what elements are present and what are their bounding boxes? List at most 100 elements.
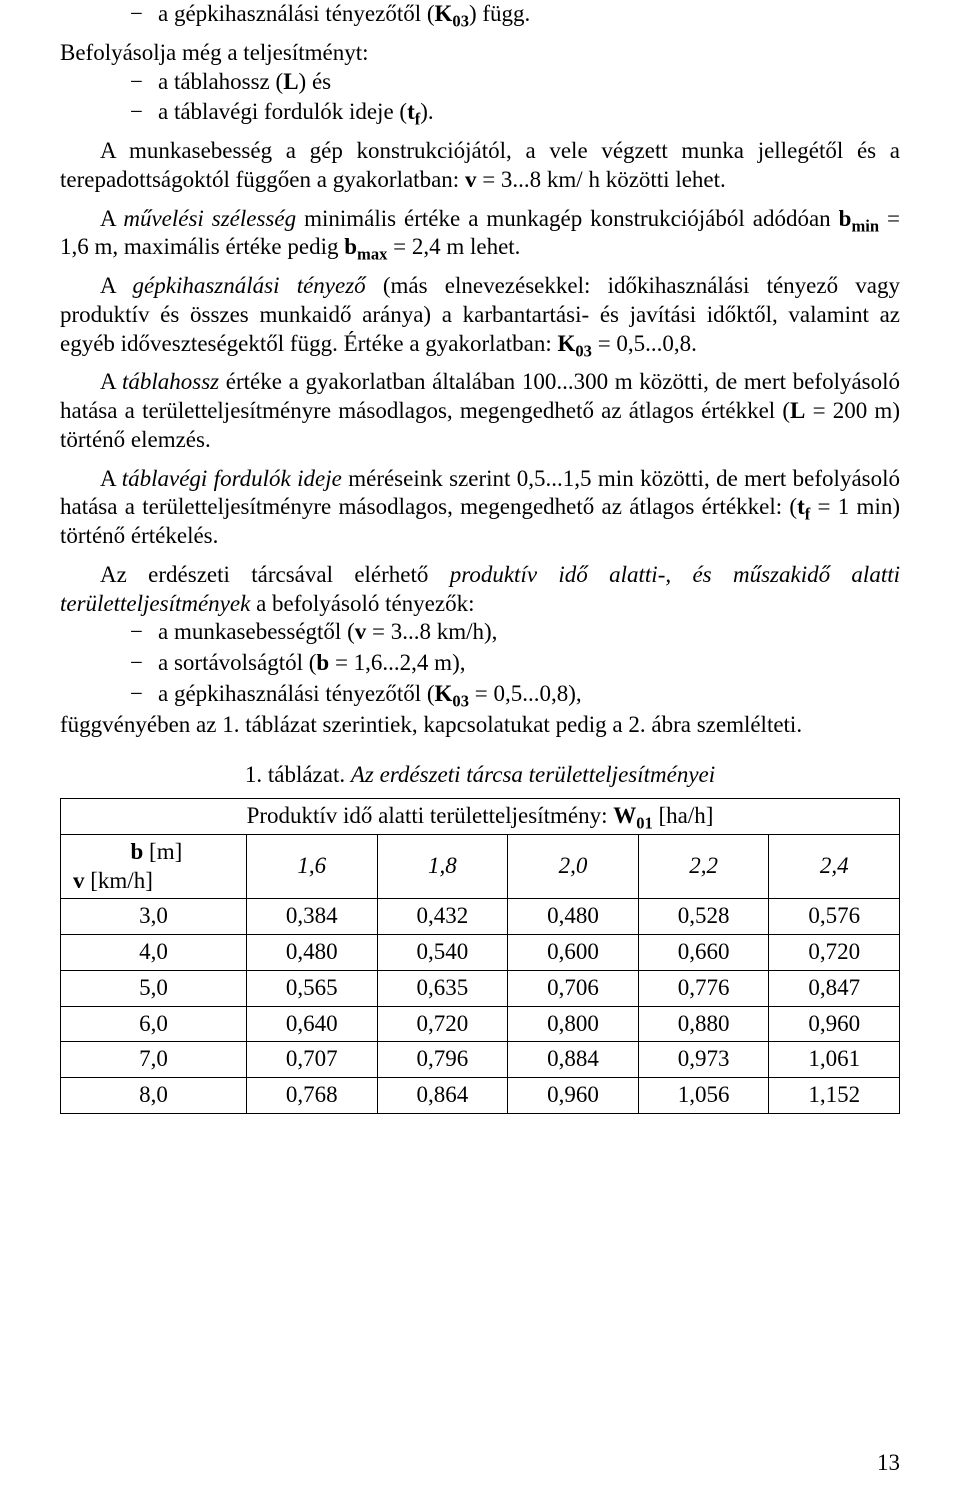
list-item: − a táblavégi fordulók ideje (tf). [130, 98, 900, 127]
table-cell: 1,152 [769, 1078, 900, 1114]
table-cell: 0,480 [508, 899, 639, 935]
table-cell: 0,576 [769, 899, 900, 935]
symbol-K: K [435, 681, 453, 706]
row-header: 4,0 [61, 935, 247, 971]
table-cell: 0,640 [247, 1006, 378, 1042]
list-text: a gépkihasználási tényezőtől (K03 = 0,5.… [158, 680, 900, 709]
subscript: min [851, 216, 879, 235]
col-header: 1,8 [377, 834, 508, 899]
text: = 2,4 m lehet. [387, 234, 520, 259]
table-cell: 0,540 [377, 935, 508, 971]
table-cell: 0,960 [508, 1078, 639, 1114]
text: minimális értéke a munkagép konstrukciój… [296, 206, 839, 231]
table-row: 7,0 0,707 0,796 0,884 0,973 1,061 [61, 1042, 900, 1078]
table-cell: 0,884 [508, 1042, 639, 1078]
term: táblavégi fordulók ideje [122, 466, 342, 491]
paragraph: A művelési szélesség minimális értéke a … [60, 205, 900, 263]
table-row: b [m] v [km/h] 1,6 1,8 2,0 2,2 2,4 [61, 834, 900, 899]
table-cell: 0,864 [377, 1078, 508, 1114]
dash-icon: − [130, 98, 158, 127]
table-cell: 1,061 [769, 1042, 900, 1078]
term: művelési szélesség [123, 206, 296, 231]
symbol-v: v [355, 619, 367, 644]
table-cell: 0,635 [377, 970, 508, 1006]
col-header: 2,2 [638, 834, 769, 899]
text: ). [420, 99, 433, 124]
col-header: 2,0 [508, 834, 639, 899]
symbol-W: W [613, 803, 636, 828]
col-header: 1,6 [247, 834, 378, 899]
page: − a gépkihasználási tényezőtől (K03) füg… [0, 0, 960, 1496]
table-cell: 0,432 [377, 899, 508, 935]
dash-icon: − [130, 68, 158, 97]
text: A [100, 369, 122, 394]
list-item: − a táblahossz (L) és [130, 68, 900, 97]
table-cell: 0,880 [638, 1006, 769, 1042]
subscript: 01 [636, 814, 653, 833]
text: A [100, 206, 123, 231]
row-header: 3,0 [61, 899, 247, 935]
table-cell: 0,960 [769, 1006, 900, 1042]
unit: [km/h] [85, 868, 153, 893]
table-cell: 0,660 [638, 935, 769, 971]
paragraph: Az erdészeti tárcsával elérhető produktí… [60, 561, 900, 619]
text: ) függ. [469, 1, 530, 26]
table-cell: 0,565 [247, 970, 378, 1006]
list-text: a gépkihasználási tényezőtől (K03) függ. [158, 0, 900, 29]
text: a munkasebességtől ( [158, 619, 355, 644]
table-cell: 0,776 [638, 970, 769, 1006]
subscript: 03 [452, 12, 469, 31]
performance-table: Produktív idő alatti területteljesítmény… [60, 798, 900, 1114]
term: táblahossz [122, 369, 219, 394]
list-item: − a sortávolságtól (b = 1,6...2,4 m), [130, 649, 900, 678]
table-cell: 0,973 [638, 1042, 769, 1078]
text: = 3...8 km/h), [366, 619, 497, 644]
table-cell: 0,384 [247, 899, 378, 935]
text: = 3...8 km/ h közötti lehet. [476, 167, 725, 192]
list-text: a munkasebességtől (v = 3...8 km/h), [158, 618, 900, 647]
symbol-K: K [558, 331, 576, 356]
row-header: 8,0 [61, 1078, 247, 1114]
symbol-t: t [797, 494, 805, 519]
table-cell: 0,800 [508, 1006, 639, 1042]
text: a sortávolságtól ( [158, 650, 316, 675]
paragraph: A munkasebesség a gép konstrukciójától, … [60, 137, 900, 195]
text: a táblahossz ( [158, 69, 283, 94]
text: ) és [299, 69, 332, 94]
table-cell: 0,707 [247, 1042, 378, 1078]
subscript: 03 [575, 341, 592, 360]
dash-icon: − [130, 680, 158, 709]
row-header: 5,0 [61, 970, 247, 1006]
table-cell: 0,720 [769, 935, 900, 971]
table-caption: 1. táblázat. Az erdészeti tárcsa terület… [60, 761, 900, 790]
symbol-L: L [283, 69, 298, 94]
symbol-b: b [344, 234, 357, 259]
subscript: 03 [452, 691, 469, 710]
table-cell: 0,706 [508, 970, 639, 1006]
text: a gépkihasználási tényezőtől ( [158, 681, 435, 706]
text: A [100, 273, 133, 298]
table-row: 5,0 0,565 0,635 0,706 0,776 0,847 [61, 970, 900, 1006]
paragraph: Befolyásolja még a teljesítményt: [60, 39, 900, 68]
symbol-b: b [316, 650, 329, 675]
row-header: 6,0 [61, 1006, 247, 1042]
paragraph: A gépkihasználási tényező (más elnevezés… [60, 272, 900, 358]
text: = 0,5...0,8. [592, 331, 697, 356]
table-row: 4,0 0,480 0,540 0,600 0,660 0,720 [61, 935, 900, 971]
table-row: 8,0 0,768 0,864 0,960 1,056 1,152 [61, 1078, 900, 1114]
text: Az erdészeti tárcsával elérhető [100, 562, 450, 587]
text: a befolyásoló tényezők: [250, 591, 474, 616]
list-text: a táblahossz (L) és [158, 68, 900, 97]
dash-icon: − [130, 618, 158, 647]
table-cell: 0,480 [247, 935, 378, 971]
text: [ha/h] [653, 803, 714, 828]
table-header-full: Produktív idő alatti területteljesítmény… [61, 799, 900, 835]
table-cell: 0,847 [769, 970, 900, 1006]
paragraph: A táblavégi fordulók ideje méréseink sze… [60, 465, 900, 551]
list-text: a sortávolságtól (b = 1,6...2,4 m), [158, 649, 900, 678]
unit: [m] [143, 839, 182, 864]
dash-icon: − [130, 0, 158, 29]
paragraph: függvényében az 1. táblázat szerintiek, … [60, 711, 900, 740]
text: a táblavégi fordulók ideje ( [158, 99, 407, 124]
caption-title: Az erdészeti tárcsa területteljesítménye… [351, 762, 715, 787]
